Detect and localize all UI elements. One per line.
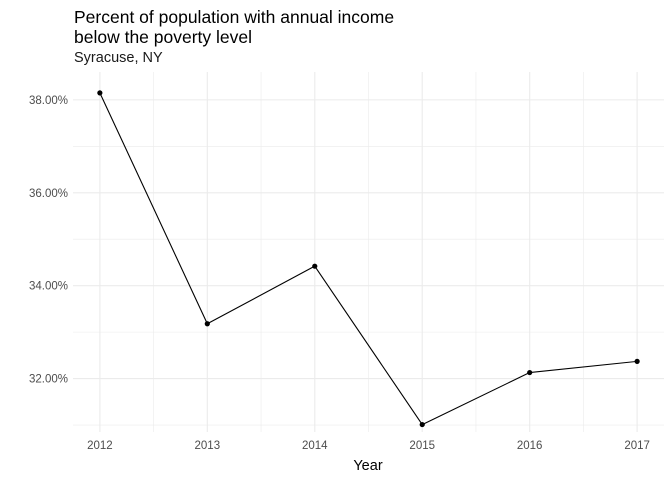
chart-title: Percent of population with annual income… xyxy=(74,7,395,47)
series-line xyxy=(99,92,638,426)
y-tick-label: 38.00% xyxy=(29,95,68,107)
x-axis-tick-labels: 2012 2013 2014 2015 2016 2017 xyxy=(87,440,650,452)
y-tick-label: 36.00% xyxy=(29,188,68,200)
data-point xyxy=(204,321,210,327)
x-tick-label: 2017 xyxy=(624,440,650,452)
data-point xyxy=(634,358,640,364)
x-tick-label: 2012 xyxy=(87,440,113,452)
x-tick-label: 2016 xyxy=(517,440,543,452)
y-tick-label: 34.00% xyxy=(29,281,68,293)
series-group xyxy=(97,90,640,428)
data-point xyxy=(419,421,425,428)
grid-lines xyxy=(73,72,664,432)
x-axis-title: Year xyxy=(353,458,382,474)
x-tick-label: 2013 xyxy=(195,440,221,452)
y-tick-label: 32.00% xyxy=(29,374,68,386)
x-tick-label: 2014 xyxy=(302,440,328,452)
x-tick-label: 2015 xyxy=(409,440,435,452)
data-point xyxy=(97,90,103,96)
chart-subtitle: Syracuse, NY xyxy=(74,50,163,66)
data-point xyxy=(527,369,533,376)
data-point xyxy=(312,263,318,269)
y-axis-tick-labels: 32.00% 34.00% 36.00% 38.00% xyxy=(29,95,68,386)
